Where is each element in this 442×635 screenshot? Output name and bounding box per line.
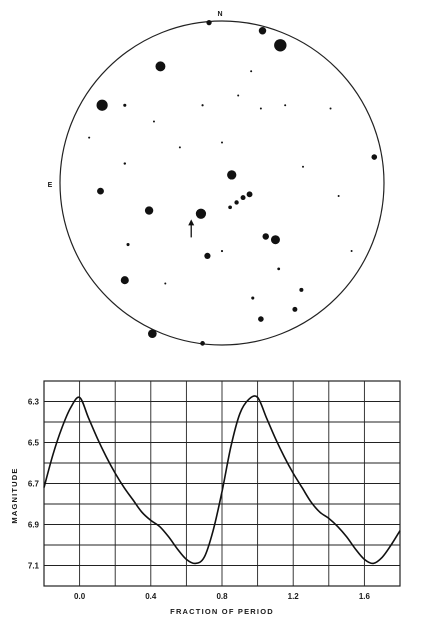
star: [234, 200, 239, 205]
star: [250, 70, 253, 73]
star: [164, 282, 167, 285]
light-curve-line: [43, 395, 401, 565]
star: [350, 250, 353, 253]
east-label: E: [48, 182, 53, 189]
y-tick-label: 6.9: [28, 521, 40, 530]
star: [240, 195, 246, 201]
light-curve-chart: 6.3 6.5 6.7 6.9 7.1 0.0 0.4 0.8 1.2 1.6 FRACTION…: [10, 380, 401, 616]
star: [329, 107, 332, 110]
x-tick-labels: 0.0 0.4 0.8 1.2 1.6: [74, 592, 370, 601]
star: [178, 146, 181, 149]
star: [88, 136, 91, 139]
star: [123, 103, 127, 107]
star: [200, 341, 205, 346]
arrow-head: [188, 219, 195, 226]
variable-star-arrow: [188, 219, 195, 238]
star: [237, 94, 240, 97]
star: [277, 267, 281, 271]
star: [258, 27, 267, 35]
star: [123, 162, 127, 165]
x-axis-label: FRACTION OF PERIOD: [170, 607, 274, 616]
star: [148, 329, 157, 338]
star: [251, 296, 255, 300]
star: [258, 316, 264, 322]
star: [126, 243, 130, 247]
star: [206, 19, 212, 26]
x-tick-label: 0.4: [145, 592, 157, 601]
star: [201, 104, 204, 107]
y-axis-label: MAGNITUDE: [10, 467, 19, 523]
x-tick-label: 0.8: [216, 592, 228, 601]
north-label: N: [217, 11, 222, 18]
star: [337, 194, 340, 197]
star: [262, 233, 269, 240]
stars: [88, 19, 378, 346]
star: [155, 61, 166, 72]
grid: [44, 381, 400, 586]
star: [227, 170, 237, 180]
y-tick-label: 6.3: [28, 398, 40, 407]
star: [97, 187, 104, 195]
star: [274, 39, 287, 52]
star: [96, 99, 108, 111]
star: [302, 165, 304, 168]
x-tick-label: 1.6: [359, 592, 371, 601]
star: [204, 252, 211, 259]
y-tick-label: 7.1: [28, 562, 40, 571]
x-tick-label: 0.0: [74, 592, 86, 601]
star: [144, 206, 154, 215]
star: [284, 104, 287, 107]
star: [228, 205, 232, 210]
star: [195, 208, 207, 219]
star-field: N E: [48, 11, 385, 346]
star: [292, 306, 298, 312]
star: [259, 107, 262, 110]
star: [246, 191, 253, 198]
y-tick-labels: 6.3 6.5 6.7 6.9 7.1: [28, 398, 40, 571]
star: [120, 276, 129, 285]
star-field-boundary: [59, 20, 385, 346]
star: [371, 154, 378, 160]
star: [220, 249, 224, 253]
y-tick-label: 6.5: [28, 439, 40, 448]
star: [270, 235, 280, 245]
star: [152, 120, 155, 123]
x-tick-label: 1.2: [288, 592, 300, 601]
star: [299, 287, 304, 292]
y-tick-label: 6.7: [28, 480, 40, 489]
star: [221, 141, 223, 144]
